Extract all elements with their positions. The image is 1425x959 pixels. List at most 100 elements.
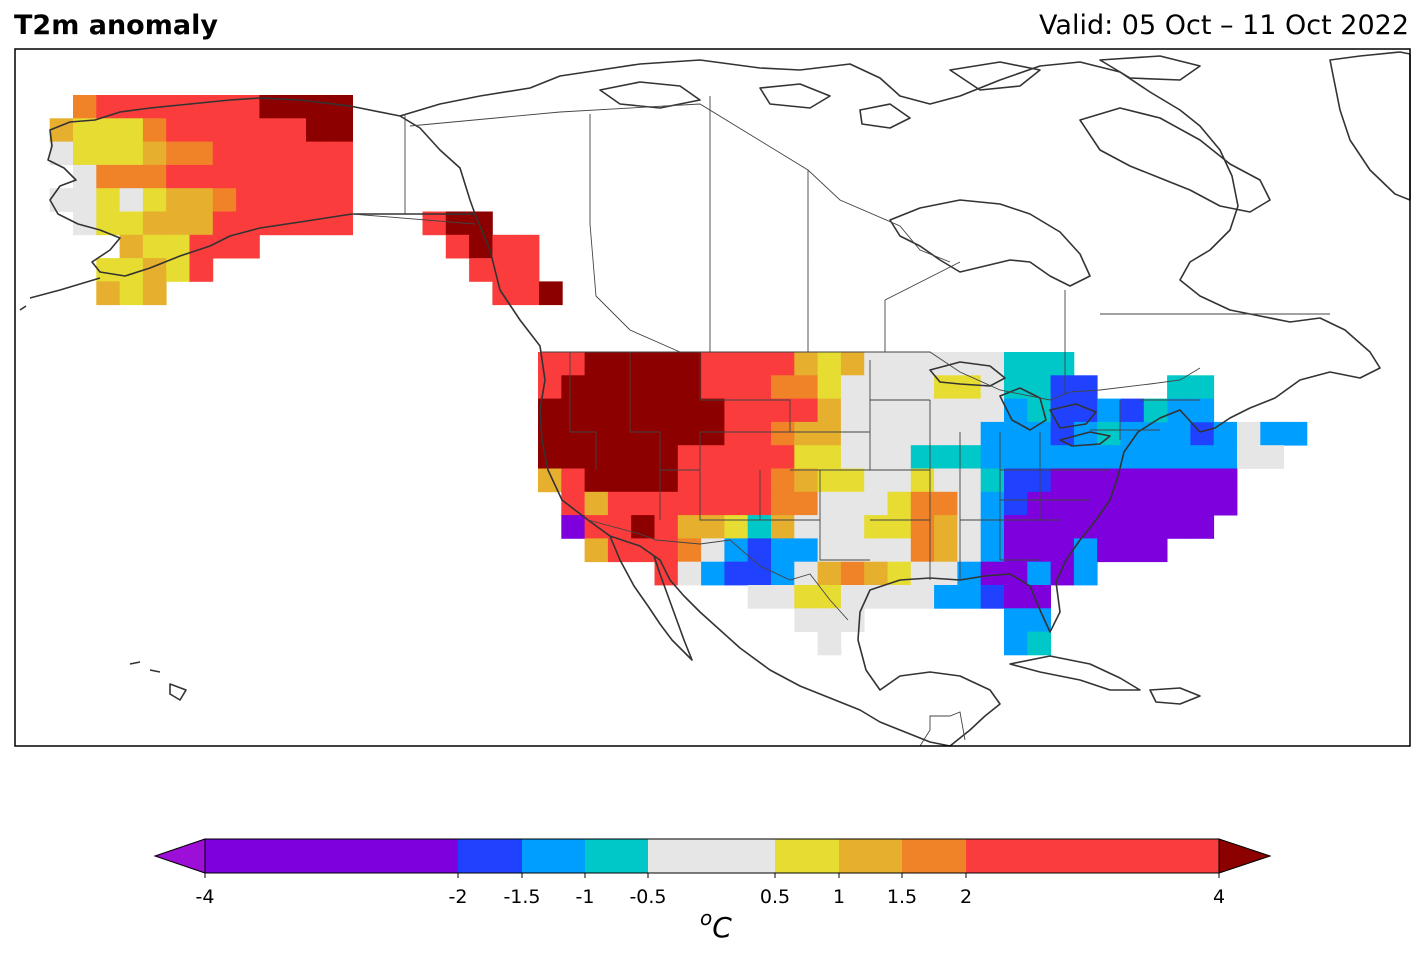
grid-cell xyxy=(1190,468,1215,493)
grid-cell xyxy=(934,491,958,516)
grid-cell xyxy=(980,421,1005,446)
border-us-states xyxy=(569,352,1200,580)
grid-cell xyxy=(817,515,842,539)
grid-cell xyxy=(1167,421,1191,446)
grid-cell xyxy=(142,281,167,306)
grid-cell xyxy=(236,188,260,212)
grid-cell xyxy=(1027,352,1051,376)
grid-cell xyxy=(212,188,237,212)
grid-cell xyxy=(747,445,772,469)
grid-cell xyxy=(584,352,609,376)
grid-cell xyxy=(259,118,284,142)
grid-cell xyxy=(817,468,842,493)
grid-cell xyxy=(1073,445,1098,469)
grid-cell xyxy=(166,118,190,142)
grid-cell xyxy=(1073,538,1098,563)
border-alaska-canada xyxy=(351,114,476,225)
grid-cell xyxy=(96,141,120,166)
grid-cell xyxy=(607,398,632,423)
grid-cell xyxy=(212,141,237,166)
grid-cell xyxy=(1190,398,1215,423)
grid-cell xyxy=(119,211,144,236)
colorbar-band xyxy=(966,839,1219,873)
grid-cell xyxy=(1143,538,1168,563)
grid-cell xyxy=(631,421,655,446)
grid-cell xyxy=(329,211,353,236)
grid-cell xyxy=(1004,585,1028,609)
grid-cell xyxy=(1027,561,1051,586)
grid-cell xyxy=(1097,398,1121,423)
grid-cell xyxy=(980,491,1005,516)
coastline-hispaniola xyxy=(1149,687,1201,705)
grid-cell xyxy=(840,608,865,632)
grid-cell xyxy=(1050,491,1075,516)
grid-cell xyxy=(189,234,214,259)
grid-cell xyxy=(794,468,818,493)
grid-cell xyxy=(794,491,818,516)
grid-cell xyxy=(771,585,795,609)
grid-cell xyxy=(1143,491,1168,516)
grid-cell xyxy=(631,491,655,516)
grid-cell xyxy=(631,375,655,399)
political-borders xyxy=(351,96,1330,747)
grid-cell xyxy=(1190,515,1215,539)
grid-cell xyxy=(142,234,167,259)
grid-cell xyxy=(236,95,260,119)
grid-cell xyxy=(747,561,772,586)
grid-cell xyxy=(49,188,74,212)
grid-cell xyxy=(119,164,144,189)
grid-cell xyxy=(561,491,585,516)
grid-cell xyxy=(980,585,1005,609)
grid-cell xyxy=(259,141,284,166)
grid-cell xyxy=(96,118,120,142)
grid-cell xyxy=(817,491,842,516)
grid-cell xyxy=(119,95,144,119)
grid-cell xyxy=(934,538,958,563)
grid-cell xyxy=(142,211,167,236)
grid-cell xyxy=(1143,468,1168,493)
grid-cell xyxy=(980,561,1005,586)
grid-cell xyxy=(747,398,772,423)
grid-cell xyxy=(910,538,935,563)
grid-cell xyxy=(73,164,97,189)
grid-cell xyxy=(957,468,982,493)
grid-cell xyxy=(887,561,912,586)
grid-cell xyxy=(1027,631,1051,656)
grid-cell xyxy=(747,515,772,539)
grid-cell xyxy=(840,468,865,493)
grid-cell xyxy=(934,585,958,609)
coastline-baja xyxy=(609,535,693,661)
grid-cell xyxy=(934,398,958,423)
grid-cell xyxy=(561,375,585,399)
grid-cell xyxy=(701,561,725,586)
colorbar-tick-label: 2 xyxy=(960,886,972,908)
grid-cell xyxy=(119,281,144,306)
grid-cell xyxy=(934,468,958,493)
grid-cell xyxy=(1050,561,1075,586)
grid-cell xyxy=(980,538,1005,563)
grid-cell xyxy=(957,491,982,516)
grid-cell xyxy=(1050,352,1075,376)
grid-cell xyxy=(910,375,935,399)
grid-cell xyxy=(1213,445,1238,469)
grid-cell xyxy=(538,375,562,399)
grid-cell xyxy=(631,352,655,376)
grid-cell xyxy=(607,515,632,539)
grid-cell xyxy=(887,491,912,516)
grid-cell xyxy=(957,585,982,609)
grid-cell xyxy=(957,421,982,446)
map-frame xyxy=(14,48,1411,747)
grid-cell xyxy=(771,352,795,376)
grid-cell xyxy=(73,95,97,119)
grid-cell xyxy=(469,258,493,282)
grid-cell xyxy=(817,421,842,446)
grid-cell xyxy=(724,468,749,493)
grid-cell xyxy=(701,468,725,493)
grid-cell xyxy=(794,561,818,586)
grid-cell xyxy=(492,258,517,282)
grid-cell xyxy=(840,375,865,399)
colorbar-tick-label: -1.5 xyxy=(503,886,540,908)
grid-cell xyxy=(794,608,818,632)
coastline-west-us xyxy=(474,213,951,747)
grid-cell xyxy=(724,515,749,539)
